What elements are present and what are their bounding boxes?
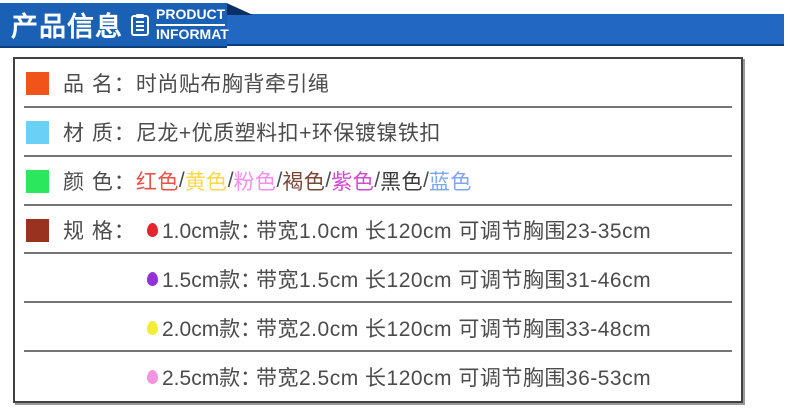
info-row-material: 材 质： 尼龙+优质塑料扣+环保镀镍铁扣	[15, 108, 741, 157]
header-ribbon-bar	[212, 14, 784, 46]
row-label-spec: 规 格：	[63, 220, 136, 243]
spec-name: 1.0cm款：	[162, 220, 262, 243]
row-label-color: 颜 色：	[63, 171, 136, 195]
color-swatch-brick	[26, 218, 49, 242]
color-swatch-cyan	[26, 120, 49, 144]
row-label-name: 品 名：	[63, 73, 136, 97]
spec-name: 2.0cm款：	[162, 317, 262, 341]
color-swatch-green	[26, 169, 49, 193]
clipboard-icon	[130, 13, 150, 37]
spec-line-3: 2.0cm款： 带宽2.0cm 长120cm 可调节胸围33-48cm	[147, 313, 651, 343]
spec-detail: 带宽2.5cm 长120cm 可调节胸围36-53cm	[256, 366, 652, 390]
color-separator: /	[325, 169, 332, 193]
color-option-yellow: 黄色	[184, 171, 228, 195]
banner-title: 产品信息	[11, 12, 123, 42]
spec-detail: 带宽1.0cm 长120cm 可调节胸围23-35cm	[256, 220, 652, 243]
spec-bullet-yellow	[147, 320, 158, 335]
color-separator: /	[178, 169, 185, 193]
banner-subtitle-line1: PRODUCT	[156, 6, 226, 26]
info-panel: 品 名： 时尚贴布胸背牵引绳 材 质： 尼龙+优质塑料扣+环保镀镍铁扣 颜 色：…	[13, 57, 743, 403]
color-swatch-orange	[26, 71, 49, 95]
color-option-brown: 褐色	[282, 171, 326, 195]
spec-line-4: 2.5cm款： 带宽2.5cm 长120cm 可调节胸围36-53cm	[147, 362, 651, 392]
spec-detail: 带宽1.5cm 长120cm 可调节胸围31-46cm	[256, 268, 652, 292]
spec-name: 2.5cm款：	[162, 366, 262, 390]
info-row-name: 品 名： 时尚贴布胸背牵引绳	[15, 59, 741, 108]
color-option-black: 黑色	[380, 171, 424, 195]
color-option-purple: 紫色	[331, 171, 375, 195]
spec-line-2: 1.5cm款： 带宽1.5cm 长120cm 可调节胸围31-46cm	[147, 264, 651, 294]
spec-bullet-purple	[147, 271, 158, 286]
info-row-spec-3: 2.0cm款： 带宽2.0cm 长120cm 可调节胸围33-48cm	[15, 303, 741, 353]
color-separator: /	[227, 169, 234, 193]
color-option-pink: 粉色	[233, 171, 277, 195]
spec-bullet-pink	[147, 369, 158, 384]
color-separator: /	[276, 169, 283, 193]
spec-detail: 带宽2.0cm 长120cm 可调节胸围33-48cm	[256, 317, 652, 341]
banner-subtitle-line2: INFORMAT	[156, 26, 229, 42]
color-separator: /	[374, 169, 381, 193]
info-row-color: 颜 色： 红色 / 黄色 / 粉色 / 褐色 / 紫色 / 黑色 / 蓝色	[15, 157, 741, 206]
color-option-blue: 蓝色	[428, 171, 472, 195]
product-info-banner: 产品信息 PRODUCT INFORMAT	[0, 3, 229, 48]
row-label-material: 材 质：	[63, 122, 136, 146]
spec-bullet-red	[147, 223, 158, 237]
row-value-material: 尼龙+优质塑料扣+环保镀镍铁扣	[135, 122, 441, 146]
color-option-red: 红色	[135, 171, 179, 195]
spec-name: 1.5cm款：	[162, 268, 262, 292]
info-row-spec-4: 2.5cm款： 带宽2.5cm 长120cm 可调节胸围36-53cm	[15, 352, 741, 401]
info-row-spec: 规 格： 1.0cm款： 带宽1.0cm 长120cm 可调节胸围23-35cm	[15, 206, 741, 255]
spec-line-1: 1.0cm款： 带宽1.0cm 长120cm 可调节胸围23-35cm	[147, 215, 651, 245]
banner-subtitle: PRODUCT INFORMAT	[156, 6, 229, 44]
color-separator: /	[423, 169, 429, 193]
info-row-spec-2: 1.5cm款： 带宽1.5cm 长120cm 可调节胸围31-46cm	[15, 254, 741, 304]
row-value-name: 时尚贴布胸背牵引绳	[135, 73, 330, 97]
